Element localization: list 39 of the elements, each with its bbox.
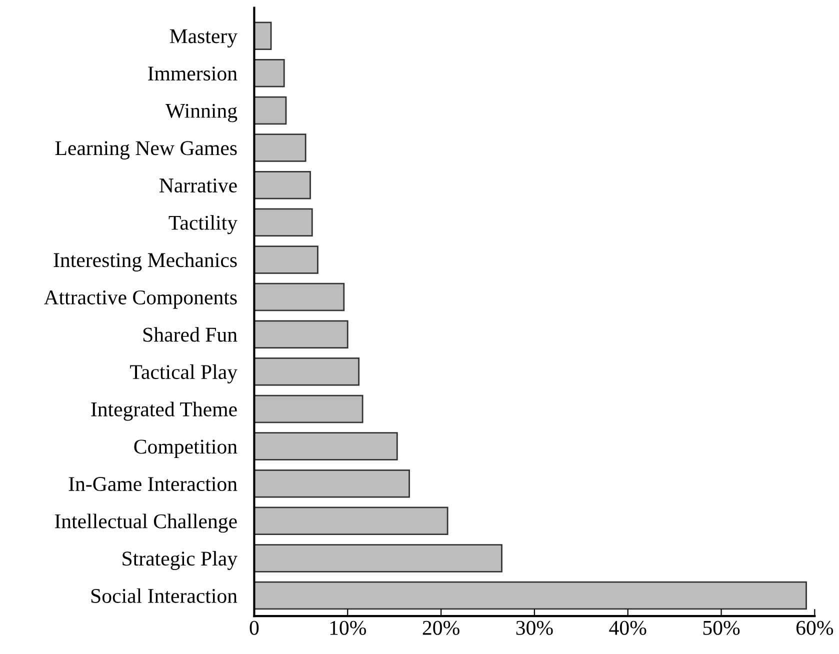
y-tick-label: Tactility: [168, 215, 238, 234]
bar: [254, 320, 348, 348]
bar: [254, 581, 807, 610]
y-tick-label: Intellectual Challenge: [54, 514, 237, 533]
bar: [254, 59, 285, 88]
y-tick-label: Learning New Games: [55, 141, 237, 160]
bar: [254, 506, 448, 536]
y-tick-label: Immersion: [148, 66, 238, 81]
y-tick-label: Mastery: [170, 29, 238, 48]
bar: [254, 170, 311, 200]
x-tick-label: 40%: [609, 620, 646, 635]
bar: [254, 544, 502, 572]
bar: [254, 246, 318, 274]
y-tick-label: Attractive Components: [44, 290, 237, 309]
y-tick-label: Winning: [165, 104, 238, 122]
bar: [254, 282, 345, 312]
x-tick-label: 10%: [330, 620, 366, 635]
y-tick-label: Integrated Theme: [91, 402, 237, 421]
y-tick-label: Competition: [134, 440, 238, 458]
bar: [254, 22, 272, 50]
bar: [254, 96, 287, 125]
bar: [254, 134, 306, 162]
y-tick-label: Interesting Mechanics: [54, 252, 237, 272]
x-tick-label: 60%: [796, 620, 834, 635]
y-tick-label: Tactical Play: [130, 364, 238, 384]
bar: [254, 432, 398, 460]
bar: [254, 358, 360, 386]
y-tick-label: Social Interaction: [91, 588, 238, 603]
x-tick-label: 0: [250, 620, 259, 635]
y-tick-label: Shared Fun: [143, 327, 238, 342]
x-tick-label: 50%: [703, 620, 740, 635]
y-tick-label: In-Game Interaction: [68, 477, 238, 492]
y-tick-label: Narrative: [159, 178, 237, 193]
bar: [254, 208, 313, 237]
bar: [254, 469, 410, 498]
x-tick-label: 20%: [422, 620, 460, 635]
bar: [254, 394, 364, 424]
x-tick-label: 30%: [516, 620, 553, 635]
y-tick-label: Strategic Play: [122, 551, 238, 570]
